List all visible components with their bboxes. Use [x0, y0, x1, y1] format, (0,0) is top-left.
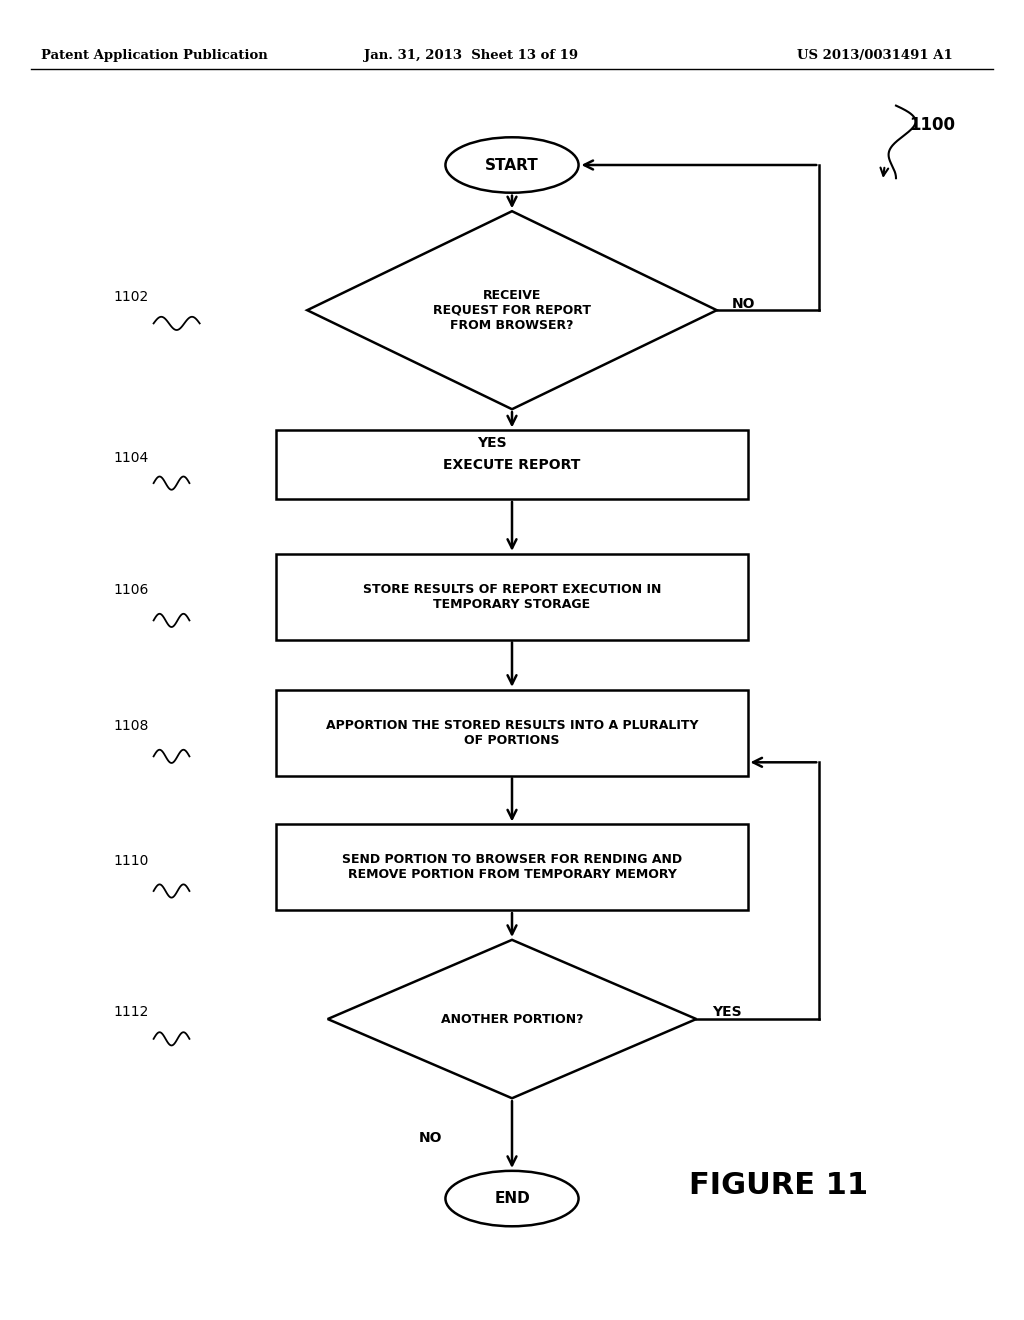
Text: EXECUTE REPORT: EXECUTE REPORT — [443, 458, 581, 471]
Text: FIGURE 11: FIGURE 11 — [689, 1171, 867, 1200]
Text: 1112: 1112 — [113, 1006, 148, 1019]
Text: Patent Application Publication: Patent Application Publication — [41, 49, 267, 62]
Text: APPORTION THE STORED RESULTS INTO A PLURALITY
OF PORTIONS: APPORTION THE STORED RESULTS INTO A PLUR… — [326, 718, 698, 747]
Text: 1108: 1108 — [113, 719, 148, 733]
Text: 1110: 1110 — [113, 854, 148, 867]
Text: 1102: 1102 — [114, 290, 148, 304]
Text: YES: YES — [477, 436, 506, 450]
Text: SEND PORTION TO BROWSER FOR RENDING AND
REMOVE PORTION FROM TEMPORARY MEMORY: SEND PORTION TO BROWSER FOR RENDING AND … — [342, 853, 682, 882]
Text: 1100: 1100 — [909, 116, 954, 135]
Bar — [276, 824, 748, 911]
Text: US 2013/0031491 A1: US 2013/0031491 A1 — [797, 49, 952, 62]
Text: 1104: 1104 — [114, 451, 148, 465]
Text: ANOTHER PORTION?: ANOTHER PORTION? — [440, 1012, 584, 1026]
Bar — [276, 554, 748, 639]
Text: YES: YES — [712, 1006, 741, 1019]
Text: 1106: 1106 — [113, 583, 148, 597]
Text: NO: NO — [732, 297, 756, 310]
Text: RECEIVE
REQUEST FOR REPORT
FROM BROWSER?: RECEIVE REQUEST FOR REPORT FROM BROWSER? — [433, 289, 591, 331]
Text: Jan. 31, 2013  Sheet 13 of 19: Jan. 31, 2013 Sheet 13 of 19 — [364, 49, 579, 62]
Text: NO: NO — [419, 1131, 441, 1146]
Text: STORE RESULTS OF REPORT EXECUTION IN
TEMPORARY STORAGE: STORE RESULTS OF REPORT EXECUTION IN TEM… — [362, 582, 662, 611]
Text: END: END — [495, 1191, 529, 1206]
Text: START: START — [485, 157, 539, 173]
Bar — [276, 430, 748, 499]
Bar — [276, 689, 748, 776]
